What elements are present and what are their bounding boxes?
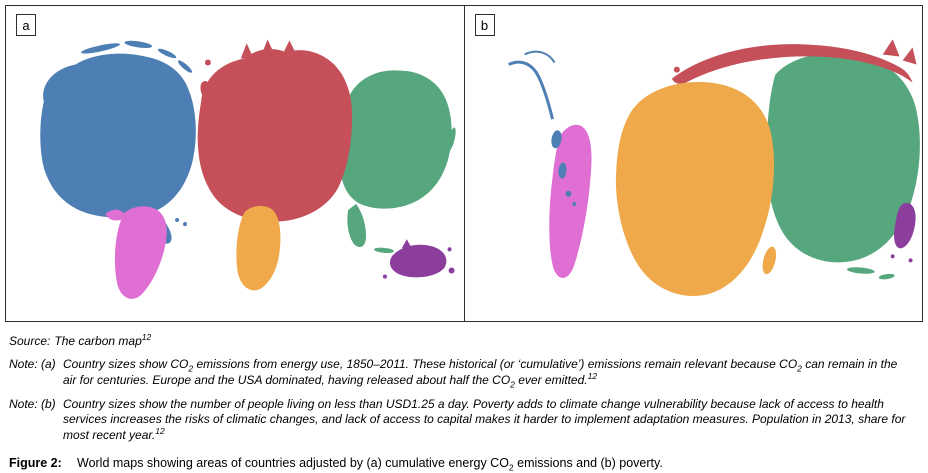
figure-text-block: Source: The carbon map12 Note: (a) Countr… <box>5 322 923 472</box>
region-oceania <box>890 202 916 263</box>
co2-subscript: 2 <box>797 363 802 374</box>
note-a-text: Country sizes show CO2 emissions from en… <box>63 357 913 389</box>
region-south-america <box>548 124 592 278</box>
note-b-label: Note: (b) <box>9 396 56 411</box>
region-south-america <box>105 206 167 299</box>
note-b: Note: (b) Country sizes show the number … <box>9 397 913 444</box>
region-europe <box>671 39 917 84</box>
note-a-seg4: ever emitted. <box>514 372 588 387</box>
note-a-seg1: Country sizes show CO <box>63 357 189 371</box>
region-africa <box>236 205 281 291</box>
note-a-seg3: can remain in the air for centuries. Eur… <box>63 357 898 387</box>
source-line: Source: The carbon map12 <box>9 332 913 348</box>
note-a: Note: (a) Country sizes show CO2 emissio… <box>9 357 913 389</box>
map-panels-container: a <box>5 5 923 322</box>
emissions-cartogram <box>40 39 456 299</box>
source-reference-superscript: 12 <box>141 332 152 342</box>
caption-seg2: emissions and (b) poverty. <box>513 456 663 471</box>
figure-caption-text: World maps showing areas of countries ad… <box>77 456 663 472</box>
region-asia <box>765 53 920 280</box>
region-north-america <box>507 50 555 120</box>
region-north-america-blobs <box>550 130 576 206</box>
map-panel-a: a <box>6 6 464 321</box>
source-text: The carbon map <box>54 334 142 348</box>
co2-subscript: 2 <box>510 379 515 390</box>
figure-caption: Figure 2: World maps showing areas of co… <box>9 456 913 472</box>
region-asia <box>339 70 456 257</box>
note-a-seg2: emissions from energy use, 1850–2011. Th… <box>193 357 798 371</box>
caption-seg1: World maps showing areas of countries ad… <box>77 456 509 471</box>
region-oceania <box>382 239 455 279</box>
co2-subscript: 2 <box>188 363 194 374</box>
note-b-seg1: Country sizes show the number of people … <box>63 396 906 443</box>
map-panel-b: b <box>463 6 923 321</box>
panel-a-label: a <box>22 17 30 33</box>
poverty-cartogram <box>507 39 920 296</box>
source-label: Source: <box>9 334 51 348</box>
panel-b-label: b <box>480 17 489 33</box>
note-a-label: Note: (a) <box>9 357 56 371</box>
panel-a-label-box: a <box>16 14 36 36</box>
note-b-text: Country sizes show the number of people … <box>63 397 913 444</box>
panel-b-label-box: b <box>474 14 495 36</box>
note-b-reference-superscript: 12 <box>155 426 165 437</box>
region-europe <box>197 39 353 222</box>
figure-caption-label: Figure 2: <box>9 456 62 471</box>
note-a-reference-superscript: 12 <box>587 370 598 381</box>
region-africa <box>615 82 776 296</box>
